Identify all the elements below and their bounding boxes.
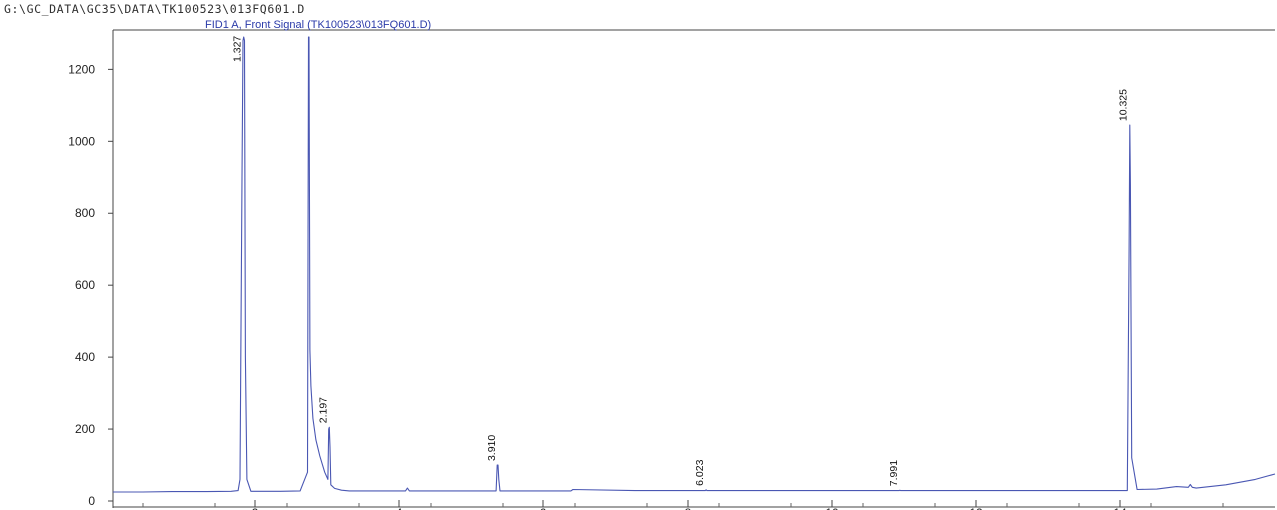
peak-labels: 1.327 2.197 3.910 6.023 7.991 10.325 bbox=[232, 36, 1130, 487]
x-tick-label: 8 bbox=[685, 506, 692, 510]
signal-trace bbox=[113, 36, 1276, 493]
x-tick-label: 6 bbox=[540, 506, 547, 510]
peak-rt-label: 3.910 bbox=[486, 435, 498, 461]
file-path-title: G:\GC_DATA\GC35\DATA\TK100523\013FQ601.D bbox=[4, 2, 305, 16]
x-tick-label: 14 bbox=[1113, 506, 1127, 510]
x-axis: 2 4 6 8 10 12 14 bbox=[142, 500, 1224, 510]
peak-rt-label: 7.991 bbox=[888, 460, 900, 486]
x-tick-label: 10 bbox=[825, 506, 839, 510]
y-tick-label: 1200 bbox=[68, 62, 95, 76]
y-tick-label: 1000 bbox=[68, 134, 95, 148]
peak-rt-label: 6.023 bbox=[694, 459, 706, 485]
x-tick-label: 12 bbox=[969, 506, 983, 510]
x-tick-label: 2 bbox=[252, 506, 259, 510]
y-tick-label: 600 bbox=[75, 278, 95, 292]
peak-rt-label: 10.325 bbox=[1118, 89, 1130, 121]
y-tick-label: 400 bbox=[75, 350, 95, 364]
series-layer bbox=[113, 36, 1276, 493]
y-tick-label: 200 bbox=[75, 422, 95, 436]
peak-rt-label: 1.327 bbox=[232, 36, 244, 62]
peak-rt-label: 2.197 bbox=[317, 397, 329, 423]
y-tick-label: 800 bbox=[75, 206, 95, 220]
y-axis: 0 200 400 600 800 1000 1200 bbox=[68, 62, 113, 508]
signal-label: FID1 A, Front Signal (TK100523\013FQ601.… bbox=[205, 19, 431, 31]
x-tick-label: 4 bbox=[396, 506, 403, 510]
y-tick-label: 0 bbox=[88, 494, 95, 508]
